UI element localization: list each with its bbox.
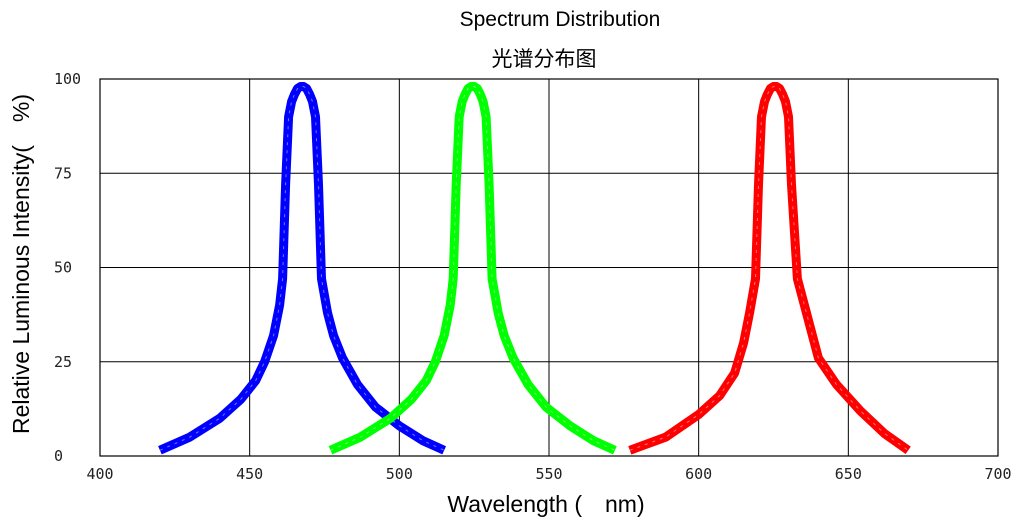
x-tick-label-4: 600 (685, 465, 712, 483)
y-tick-label-3: 75 (54, 164, 72, 182)
x-tick-label-2: 500 (386, 465, 413, 483)
x-tick-label-1: 450 (236, 465, 263, 483)
curves (158, 82, 911, 455)
chart-subtitle: 光谱分布图 (492, 48, 597, 71)
y-tick-label-1: 25 (54, 353, 72, 371)
grid (99, 78, 999, 457)
tick-labels: 400 450 500 550 600 650 700 0 25 50 75 100 (54, 70, 1012, 483)
series-line-1 (328, 82, 617, 455)
x-tick-label-3: 550 (535, 465, 562, 483)
series-texture-1 (330, 86, 616, 451)
series-line-2 (628, 82, 911, 455)
chart-title: Spectrum Distribution (460, 8, 661, 31)
y-axis-label: Relative Luminous Intensity( %) (8, 94, 34, 434)
x-tick-label-0: 400 (86, 465, 113, 483)
y-tick-label-4: 100 (54, 70, 81, 88)
series-texture-2 (629, 86, 909, 451)
x-axis-label: Wavelength ( nm) (447, 491, 644, 517)
x-tick-label-5: 650 (835, 465, 862, 483)
x-tick-label-6: 700 (984, 465, 1011, 483)
plot-frame (99, 78, 999, 457)
series-texture-0 (159, 86, 445, 451)
y-tick-label-0: 0 (54, 447, 63, 465)
y-tick-label-2: 50 (54, 259, 72, 277)
series-line-0 (158, 82, 447, 455)
